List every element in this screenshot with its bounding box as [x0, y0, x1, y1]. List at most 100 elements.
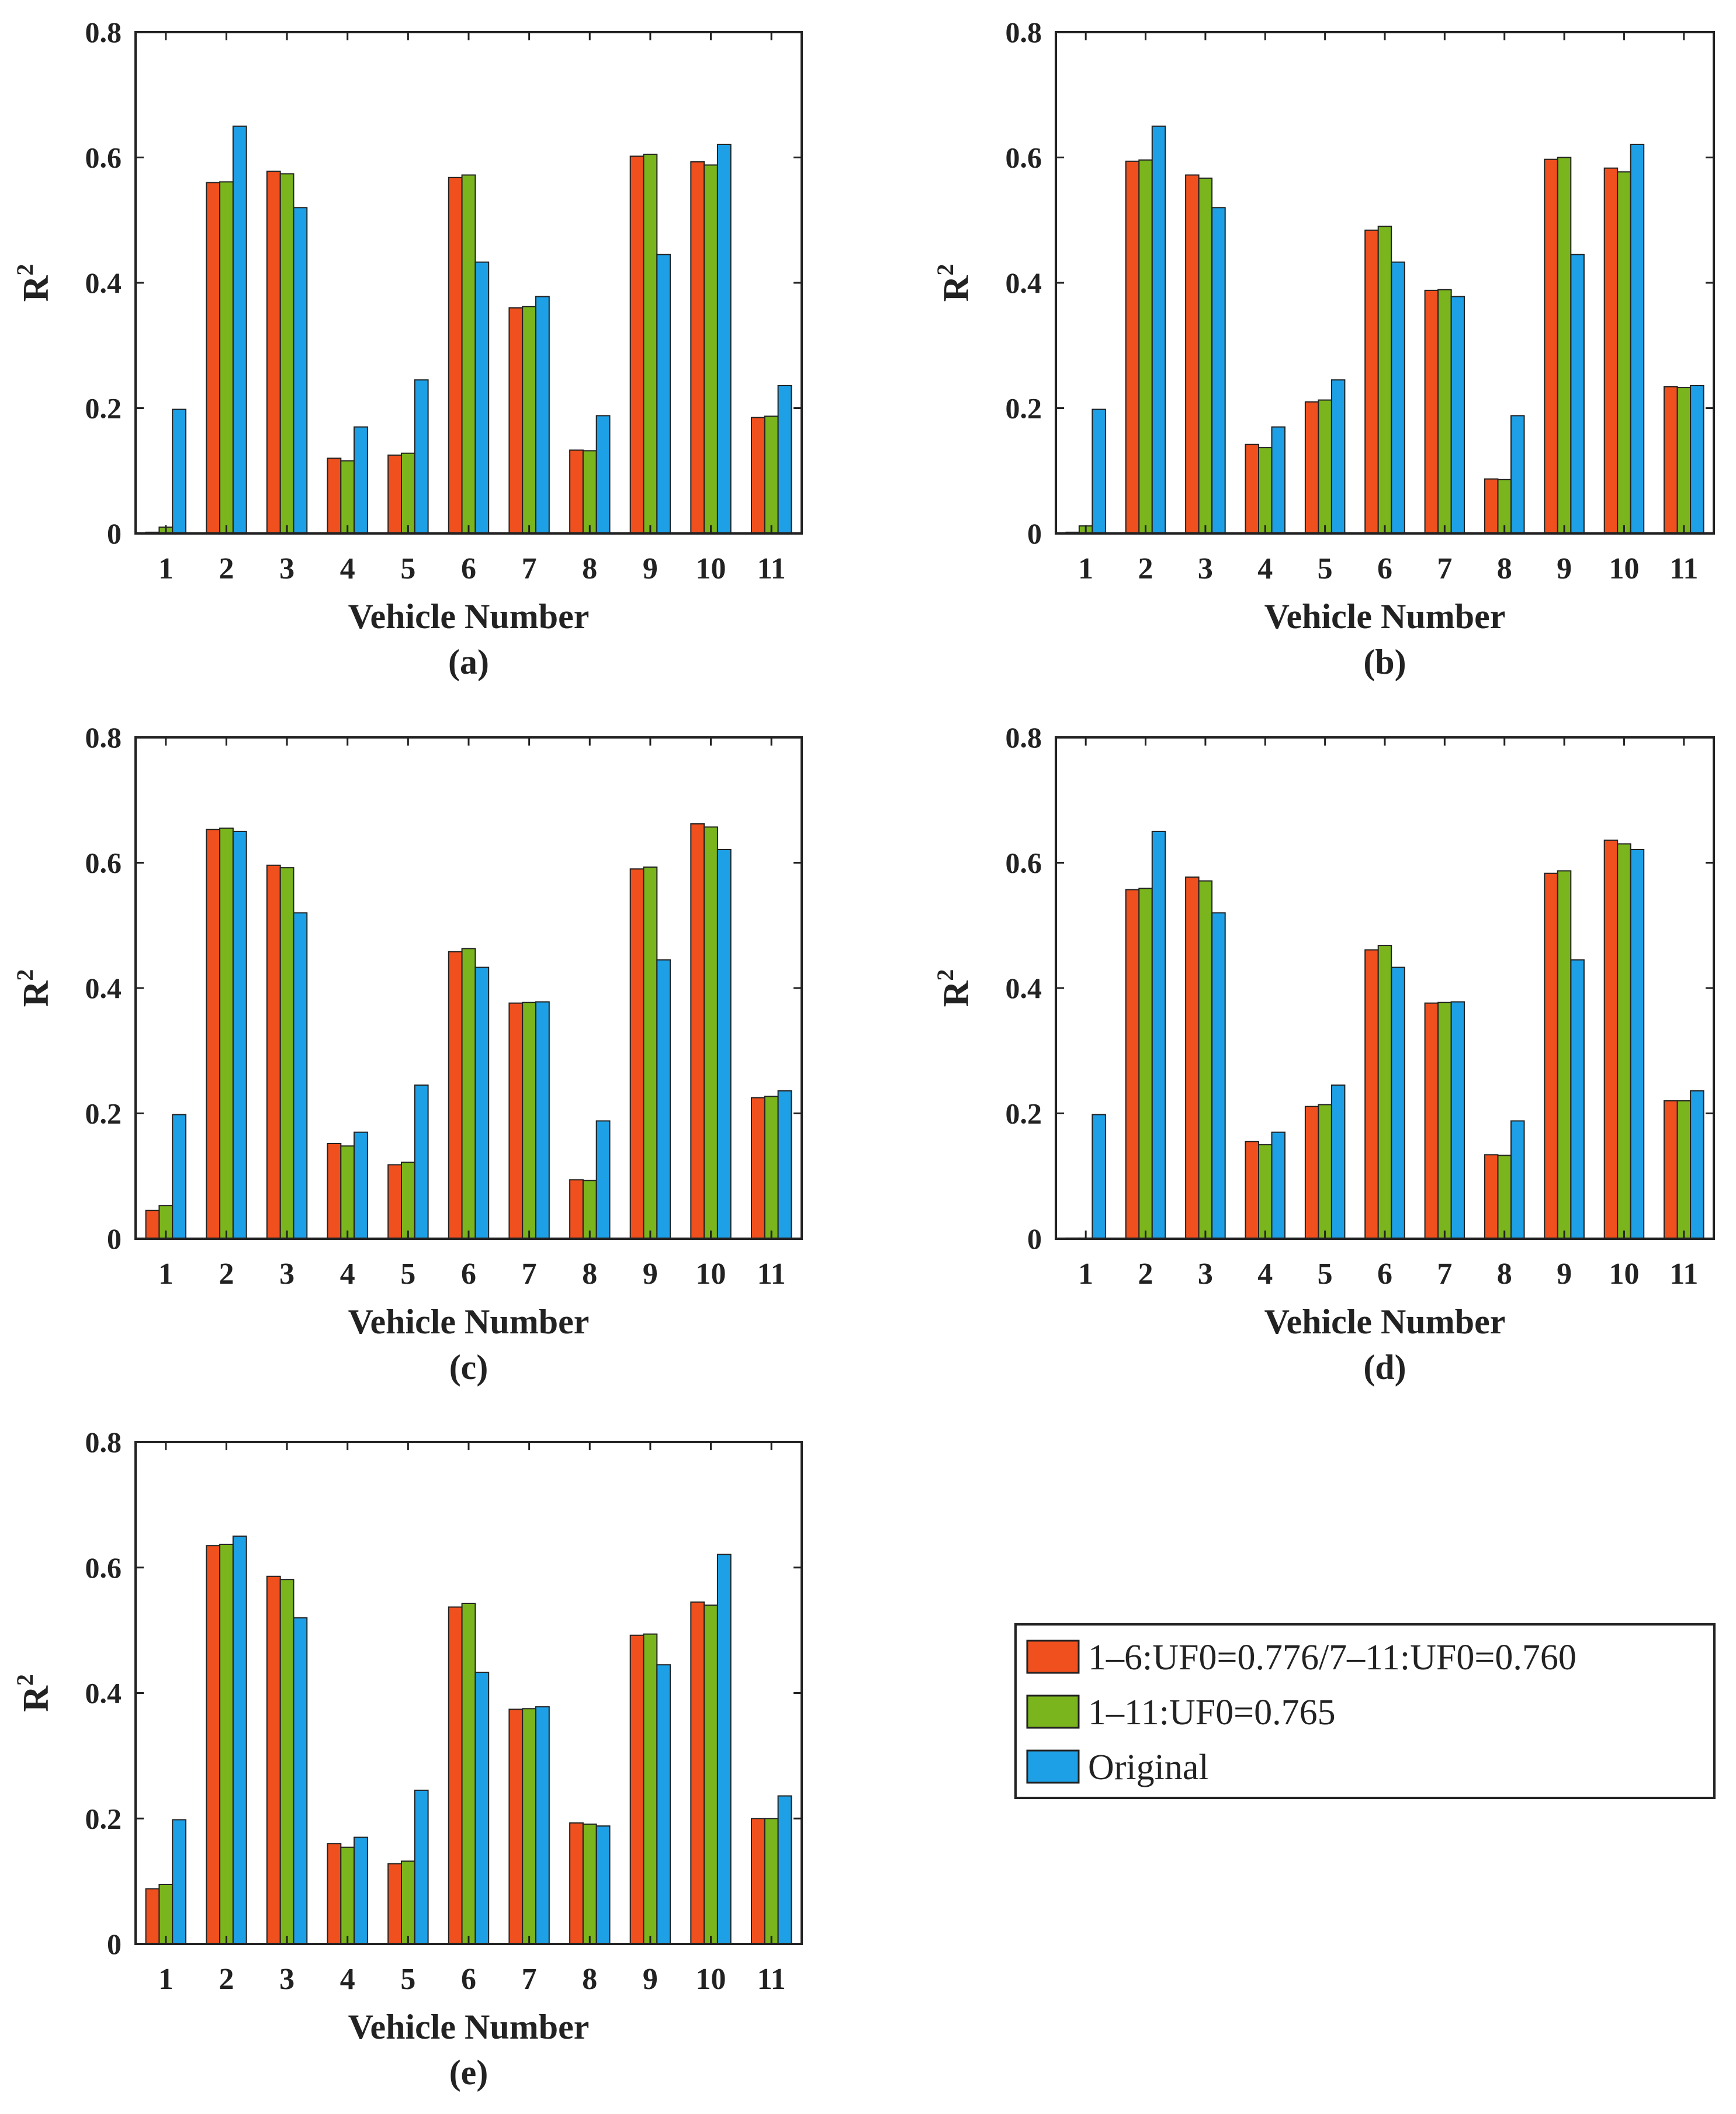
bar-2-vehicle-6	[461, 1603, 476, 1945]
y-axis-label-base: R	[16, 980, 56, 1007]
bar-1-vehicle-9	[629, 1634, 644, 1945]
bar-2-vehicle-3	[279, 1579, 294, 1945]
bar-1-vehicle-1	[145, 1888, 160, 1945]
x-tick-label: 9	[1557, 1257, 1572, 1291]
bar-3-vehicle-5	[1330, 379, 1346, 534]
y-axis-label-superscript: 2	[932, 264, 958, 276]
bar-3-vehicle-3	[1211, 207, 1226, 534]
bar-1-vehicle-3	[266, 1575, 281, 1945]
bar-3-vehicle-5	[414, 379, 429, 534]
bar-2-vehicle-10	[1617, 843, 1631, 1240]
x-tick-label: 2	[1138, 1257, 1153, 1291]
bar-3-vehicle-3	[293, 912, 308, 1240]
bar-2-vehicle-9	[643, 1633, 658, 1945]
bar-1-vehicle-9	[1544, 158, 1558, 534]
legend-label-series-3: Original	[1088, 1748, 1209, 1787]
bar-3-vehicle-2	[232, 830, 247, 1239]
bar-3-vehicle-4	[354, 1131, 368, 1239]
bar-3-vehicle-11	[1690, 384, 1704, 535]
bar-2-vehicle-5	[401, 452, 415, 535]
bar-1-vehicle-2	[206, 1545, 221, 1945]
y-tick-label: 0.6	[85, 1551, 122, 1584]
bar-1-vehicle-3	[266, 171, 281, 535]
x-tick-label: 6	[461, 1963, 476, 1996]
bar-1-vehicle-5	[387, 1863, 403, 1945]
y-axis-label: R2	[12, 264, 56, 302]
bar-1-vehicle-4	[1245, 443, 1259, 535]
legend-swatch-series-3	[1026, 1749, 1080, 1784]
y-axis-label-base: R	[937, 980, 976, 1007]
bar-3-vehicle-7	[535, 1001, 550, 1239]
y-tick-label: 0.8	[85, 1426, 122, 1458]
x-axis-label: Vehicle Number	[348, 2008, 590, 2046]
x-tick-label: 7	[1437, 552, 1452, 585]
y-tick-label: 0.2	[85, 392, 122, 425]
x-tick-label: 8	[582, 552, 597, 585]
bar-3-vehicle-9	[1570, 959, 1585, 1239]
bar-3-vehicle-8	[595, 1825, 611, 1945]
bar-2-vehicle-9	[643, 154, 658, 535]
bar-3-vehicle-11	[777, 1795, 792, 1945]
bar-3-vehicle-1	[172, 1114, 187, 1239]
bar-3-vehicle-4	[354, 426, 368, 535]
bar-2-vehicle-5	[1318, 1104, 1332, 1239]
y-axis-label-base: R	[16, 275, 56, 301]
panel-label: (d)	[1363, 1348, 1406, 1387]
x-tick-label: 4	[1257, 1257, 1273, 1291]
x-tick-label: 1	[158, 552, 174, 585]
bar-1-vehicle-2	[1125, 160, 1140, 534]
bar-2-vehicle-4	[340, 460, 355, 534]
x-tick-label: 1	[1078, 1257, 1093, 1291]
bar-3-vehicle-6	[1391, 966, 1405, 1239]
panel-label: (e)	[449, 2053, 488, 2092]
bar-3-vehicle-8	[595, 415, 611, 535]
bar-3-vehicle-7	[535, 296, 550, 534]
legend-label-series-2: 1–11:UF0=0.765	[1088, 1693, 1336, 1732]
bar-2-vehicle-6	[461, 174, 476, 534]
bar-1-vehicle-5	[1304, 1105, 1319, 1239]
bar-3-vehicle-9	[656, 959, 671, 1239]
bar-1-vehicle-6	[448, 1606, 463, 1945]
bar-1-vehicle-7	[508, 307, 524, 535]
x-tick-label: 8	[582, 1963, 597, 1996]
bar-3-vehicle-11	[777, 384, 792, 535]
panel-d: 0 0.2 0.4 0.6 0.8 1 2 3 4 5 6 7 8 9 10 11 Vehicle Number…	[932, 721, 1715, 1387]
bar-3-vehicle-9	[1570, 254, 1585, 534]
bar-3-vehicle-6	[1391, 261, 1405, 534]
x-tick-label: 8	[582, 1257, 597, 1291]
bar-2-vehicle-1	[158, 1884, 174, 1945]
bar-2-vehicle-10	[704, 164, 718, 534]
bar-3-vehicle-11	[777, 1090, 792, 1240]
bar-3-vehicle-10	[1630, 144, 1645, 534]
bar-2-vehicle-8	[582, 1180, 597, 1240]
x-tick-label: 11	[1669, 1257, 1698, 1291]
x-tick-label: 7	[522, 552, 537, 585]
bar-2-vehicle-6	[461, 948, 476, 1240]
bar-2-vehicle-8	[582, 450, 597, 535]
bar-2-vehicle-2	[219, 181, 234, 534]
bar-1-vehicle-4	[1245, 1141, 1259, 1240]
x-tick-label: 2	[1138, 552, 1153, 585]
bar-2-vehicle-10	[704, 1604, 718, 1945]
bar-2-vehicle-3	[1198, 880, 1213, 1239]
y-axis-label-superscript: 2	[12, 969, 38, 981]
bar-1-vehicle-8	[1484, 478, 1499, 535]
y-tick-label: 0.2	[85, 1097, 122, 1130]
bar-2-vehicle-11	[764, 1818, 779, 1945]
x-tick-label: 10	[1609, 552, 1639, 585]
bar-2-vehicle-10	[704, 826, 718, 1239]
x-tick-label: 7	[522, 1963, 537, 1996]
bar-1-vehicle-6	[448, 951, 463, 1240]
x-tick-label: 9	[1557, 552, 1572, 585]
x-tick-label: 4	[1257, 552, 1273, 585]
bar-3-vehicle-5	[414, 1789, 429, 1945]
y-axis-label: R2	[12, 969, 56, 1007]
x-tick-label: 10	[696, 552, 726, 585]
x-tick-label: 1	[1078, 552, 1093, 585]
bar-1-vehicle-3	[266, 864, 281, 1240]
bar-2-vehicle-7	[522, 1708, 537, 1945]
bar-3-vehicle-1	[172, 1819, 187, 1945]
bar-3-vehicle-4	[354, 1836, 368, 1945]
panel-label: (b)	[1363, 643, 1406, 681]
